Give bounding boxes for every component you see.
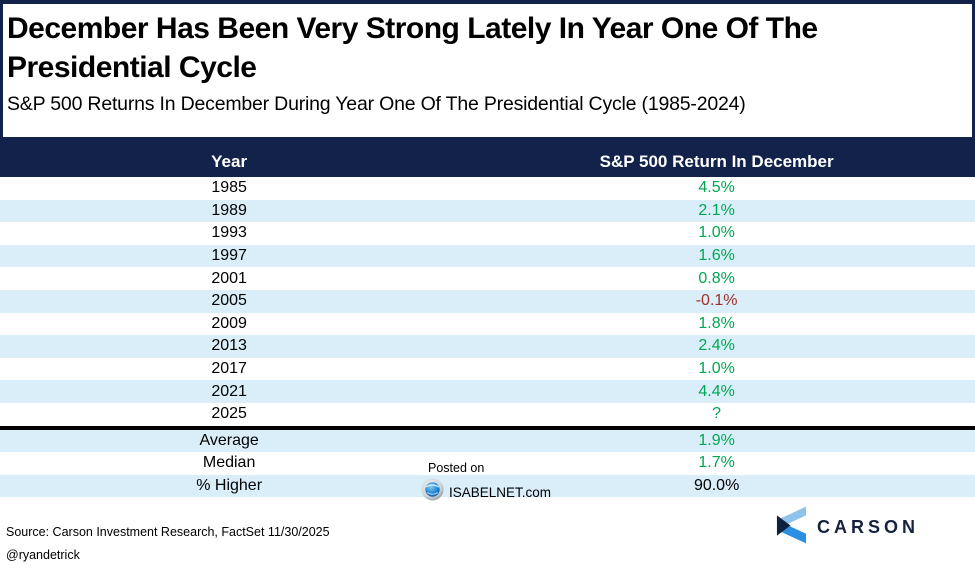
source-text: Source: Carson Investment Research, Fact…: [6, 525, 330, 539]
year-cell: 1997: [211, 247, 247, 265]
table-body: 1985 4.5% 1989 2.1% 1993 1.0% 1997 1.6% …: [0, 177, 975, 426]
isabelnet-site-label: ISABELNET.com: [449, 484, 552, 500]
year-cell: 1993: [211, 224, 247, 242]
year-cell: 2021: [211, 382, 247, 400]
table-row: 2021 4.4%: [0, 380, 975, 403]
summary-body: Average 1.9% Median 1.7% % Higher 90.0%: [0, 429, 975, 498]
column-header-return: S&P 500 Return In December: [599, 152, 834, 171]
source-block: Source: Carson Investment Research, Fact…: [6, 521, 330, 567]
table-row: 1993 1.0%: [0, 222, 975, 245]
table-row: 1985 4.5%: [0, 177, 975, 200]
value-cell: 2.4%: [698, 337, 735, 355]
table-row: % Higher 90.0%: [0, 474, 975, 498]
table-row: 2001 0.8%: [0, 267, 975, 290]
page-title: December Has Been Very Strong Lately In …: [7, 12, 818, 84]
page-subtitle: S&P 500 Returns In December During Year …: [7, 93, 746, 115]
carson-wordmark: CARSON: [817, 517, 920, 537]
column-header-year: Year: [211, 152, 248, 171]
table-header: Year S&P 500 Return In December: [0, 137, 975, 177]
title-block: December Has Been Very Strong Lately In …: [0, 4, 975, 137]
author-handle: @ryandetrick: [6, 548, 80, 562]
table-row: 2025 ?: [0, 402, 975, 426]
value-cell: 0.8%: [698, 269, 735, 287]
table-row: Average 1.9%: [0, 429, 975, 453]
year-cell: 2005: [211, 292, 247, 310]
table-row: 1997 1.6%: [0, 244, 975, 268]
year-cell: Median: [202, 454, 256, 472]
year-cell: % Higher: [196, 477, 263, 495]
value-cell: 1.8%: [698, 314, 735, 332]
value-cell: 1.0%: [698, 360, 735, 378]
year-cell: Average: [199, 431, 259, 449]
year-cell: 2013: [211, 337, 247, 355]
value-cell: 2.1%: [698, 201, 735, 219]
year-cell: 2025: [211, 405, 247, 423]
value-cell: ?: [712, 405, 722, 423]
table-row: 2005 -0.1%: [0, 289, 975, 313]
table-row: 1989 2.1%: [0, 199, 975, 223]
value-cell: -0.1%: [695, 292, 738, 310]
value-cell: 1.6%: [698, 247, 735, 265]
left-border-line: [0, 4, 3, 139]
isabelnet-globe-icon: [421, 478, 444, 506]
right-border-line: [972, 4, 975, 139]
year-cell: 1989: [211, 201, 247, 219]
value-cell: 1.0%: [698, 224, 735, 242]
carson-logo: CARSON: [775, 506, 919, 549]
summary-separator: [0, 425, 975, 430]
value-cell: 4.4%: [698, 382, 735, 400]
year-cell: 1985: [211, 179, 247, 197]
year-cell: 2009: [211, 314, 247, 332]
table-row: 2009 1.8%: [0, 312, 975, 336]
table-row: 2013 2.4%: [0, 335, 975, 358]
value-cell: 90.0%: [693, 477, 740, 495]
isabelnet-watermark: Posted on: [421, 461, 551, 506]
table-row: Median 1.7%: [0, 452, 975, 475]
value-cell: 1.7%: [698, 454, 735, 472]
value-cell: 4.5%: [698, 179, 735, 197]
carson-chevron-icon: [775, 506, 806, 549]
year-cell: 2017: [211, 360, 247, 378]
value-cell: 1.9%: [698, 431, 735, 449]
posted-on-label: Posted on: [428, 461, 485, 475]
year-cell: 2001: [211, 269, 247, 287]
table-row: 2017 1.0%: [0, 357, 975, 381]
